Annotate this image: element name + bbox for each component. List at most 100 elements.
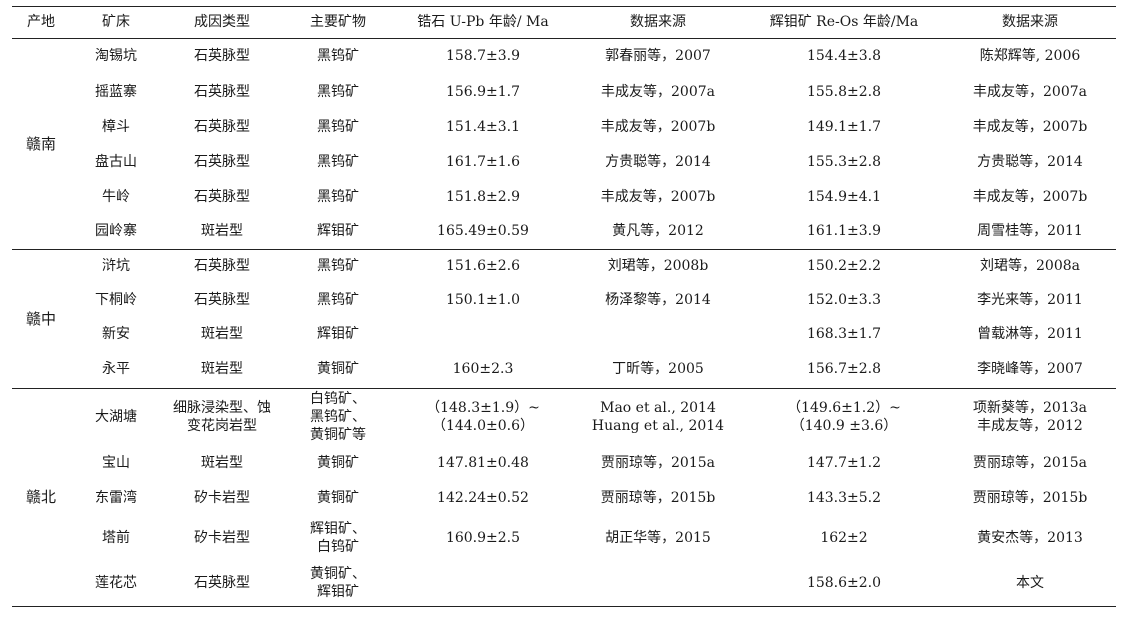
deposit-cell: 下桐岭 xyxy=(95,292,137,308)
upb-age-cell: 151.4±3.1 xyxy=(445,118,521,135)
type-cell: 石英脉型 xyxy=(194,153,250,170)
table-row: 园岭寨 斑岩型 辉钼矿 165.49±0.59 黄凡等，2012 161.1±3… xyxy=(12,215,1116,250)
header-cell: 主要矿物 xyxy=(282,6,394,39)
upb-source-cell: 胡正华等，2015 xyxy=(605,529,711,546)
upb-age-line: （148.3±1.9）~ xyxy=(426,400,540,417)
table-row: 永平 斑岩型 黄铜矿 160±2.3 丁昕等，2005 156.7±2.8 李晓… xyxy=(12,352,1116,389)
upb-source-cell: 方贵聪等，2014 xyxy=(605,153,711,170)
deposit-cell: 盘古山 xyxy=(95,153,137,170)
upb-age-line: （144.0±0.6） xyxy=(431,418,535,435)
upb-age-cell xyxy=(394,561,572,607)
reos-age-cell: 155.8±2.8 xyxy=(806,83,882,100)
deposit-cell: 新安 xyxy=(102,326,130,342)
reos-age-cell: 150.2±2.2 xyxy=(806,258,882,275)
mineral-cell: 白钨矿、 黑钨矿、 黄铜矿等 xyxy=(282,389,394,446)
mineral-line: 黄铜矿、 xyxy=(310,566,366,583)
deposit-cell: 大湖塘 xyxy=(95,408,137,425)
upb-age-cell: 151.6±2.6 xyxy=(445,258,521,275)
header-cell: 数据来源 xyxy=(944,6,1116,39)
deposit-cell: 淘锡坑 xyxy=(95,48,137,65)
type-cell: 细脉浸染型、蚀 变花岗岩型 xyxy=(162,389,282,446)
type-cell: 矽卡岩型 xyxy=(194,489,250,506)
upb-source-cell: 丁昕等，2005 xyxy=(612,361,704,378)
mineral-cell: 黑钨矿 xyxy=(317,292,359,308)
table-row: 赣中 浒坑 石英脉型 黑钨矿 151.6±2.6 刘珺等，2008b 150.2… xyxy=(12,250,1116,327)
upb-source-cell: 贾丽琼等，2015b xyxy=(600,489,716,506)
reos-age-cell: 161.1±3.9 xyxy=(806,223,882,240)
upb-source-line: Mao et al., 2014 xyxy=(600,400,716,417)
type-cell: 石英脉型 xyxy=(194,292,250,308)
table-row: 盘古山 石英脉型 黑钨矿 161.7±1.6 方贵聪等，2014 155.3±2… xyxy=(12,145,1116,180)
mineral-cell: 黄铜矿、 辉钼矿 xyxy=(282,561,394,607)
reos-age-cell: 154.9±4.1 xyxy=(806,188,882,205)
mineral-line: 辉钼矿、 xyxy=(310,521,366,537)
upb-source-cell: 黄凡等，2012 xyxy=(612,223,704,240)
mineral-cell: 辉钼矿 xyxy=(317,223,359,240)
mineral-line: 白钨矿、 xyxy=(310,391,366,408)
table-row: 牛岭 石英脉型 黑钨矿 151.8±2.9 丰成友等，2007b 154.9±4… xyxy=(12,180,1116,215)
reos-age-cell: 149.1±1.7 xyxy=(806,118,882,135)
type-cell: 斑岩型 xyxy=(201,223,243,240)
table-row: 摇蓝寨 石英脉型 黑钨矿 156.9±1.7 丰成友等，2007a 155.8±… xyxy=(12,75,1116,110)
reos-age-cell: 143.3±5.2 xyxy=(806,489,882,506)
deposit-cell: 浒坑 xyxy=(102,258,130,275)
mineral-cell: 黄铜矿 xyxy=(317,489,359,506)
header-cell: 锆石 U-Pb 年龄/ Ma xyxy=(394,6,572,39)
reos-age-cell: 152.0±3.3 xyxy=(806,292,882,308)
mineral-cell: 辉钼矿、 白钨矿 xyxy=(282,516,394,561)
region-group: 赣南 淘锡坑 石英脉型 黑钨矿 158.7±3.9 郭春丽等，2007 154.… xyxy=(12,39,1116,250)
deposit-cell: 摇蓝寨 xyxy=(95,83,137,100)
deposit-cell: 莲花芯 xyxy=(95,574,137,591)
mineral-line: 辉钼矿 xyxy=(317,584,359,601)
reos-age-cell: 147.7±1.2 xyxy=(806,454,882,471)
upb-source-cell: 郭春丽等，2007 xyxy=(605,48,711,65)
table-row: 莲花芯 石英脉型 黄铜矿、 辉钼矿 158.6±2.0 本文 xyxy=(12,561,1116,607)
header-cell: 产地 xyxy=(12,6,70,39)
upb-age-cell: 147.81±0.48 xyxy=(437,454,529,471)
deposit-cell: 塔前 xyxy=(102,529,130,546)
header-row: 产地 矿床 成因类型 主要矿物 锆石 U-Pb 年龄/ Ma 数据来源 辉钼矿 … xyxy=(12,6,1116,39)
reos-age-cell: 162±2 xyxy=(820,529,868,546)
upb-source-cell: Mao et al., 2014 Huang et al., 2014 xyxy=(572,389,744,446)
upb-age-cell: 165.49±0.59 xyxy=(437,223,529,240)
reos-source-cell: 方贵聪等，2014 xyxy=(977,153,1083,170)
reos-source-cell: 李光来等，2011 xyxy=(977,292,1083,308)
mineral-cell: 黄铜矿 xyxy=(317,454,359,471)
region-cell: 赣南 xyxy=(25,134,56,153)
mineral-line: 白钨矿 xyxy=(317,539,359,555)
reos-source-cell: 贾丽琼等，2015b xyxy=(972,489,1088,506)
type-cell: 矽卡岩型 xyxy=(194,529,250,546)
table-row: 东雷湾 矽卡岩型 黄铜矿 142.24±0.52 贾丽琼等，2015b 143.… xyxy=(12,481,1116,516)
upb-age-cell: 158.7±3.9 xyxy=(445,48,521,65)
type-cell: 石英脉型 xyxy=(194,188,250,205)
upb-source-cell: 贾丽琼等，2015a xyxy=(601,454,715,471)
table-row: 宝山 斑岩型 黄铜矿 147.81±0.48 贾丽琼等，2015a 147.7±… xyxy=(12,446,1116,481)
type-line: 细脉浸染型、蚀 xyxy=(173,400,271,417)
reos-age-cell: （149.6±1.2）~ （140.9 ±3.6） xyxy=(744,389,944,446)
upb-source-cell xyxy=(572,318,744,352)
reos-source-cell: 陈郑辉等, 2006 xyxy=(979,48,1081,65)
type-cell: 石英脉型 xyxy=(194,118,250,135)
header-cell: 矿床 xyxy=(70,6,162,39)
mineral-cell: 黄铜矿 xyxy=(317,361,359,378)
mineral-cell: 黑钨矿 xyxy=(317,48,359,65)
header-cell: 数据来源 xyxy=(572,6,744,39)
header-cell: 成因类型 xyxy=(162,6,282,39)
upb-age-cell: 142.24±0.52 xyxy=(437,489,529,506)
reos-source-cell: 李晓峰等，2007 xyxy=(977,361,1083,378)
table-row: 新安 斑岩型 辉钼矿 168.3±1.7 曾载淋等，2011 xyxy=(12,318,1116,352)
reos-source-cell: 黄安杰等，2013 xyxy=(977,529,1083,546)
reos-age-cell: 156.7±2.8 xyxy=(806,361,882,378)
table-row: 下桐岭 石英脉型 黑钨矿 150.1±1.0 杨泽黎等，2014 152.0±3… xyxy=(12,284,1116,318)
upb-source-line: Huang et al., 2014 xyxy=(591,418,725,435)
mineral-cell: 黑钨矿 xyxy=(317,118,359,135)
reos-age-cell: 155.3±2.8 xyxy=(806,153,882,170)
reos-age-line: （149.6±1.2）~ xyxy=(787,400,901,417)
type-cell: 斑岩型 xyxy=(201,361,243,378)
type-cell: 石英脉型 xyxy=(194,48,250,65)
mineral-line: 黄铜矿等 xyxy=(310,427,366,444)
deposit-cell: 牛岭 xyxy=(102,188,130,205)
mineral-cell: 黑钨矿 xyxy=(317,258,359,275)
reos-source-cell: 周雪桂等，2011 xyxy=(977,223,1083,240)
